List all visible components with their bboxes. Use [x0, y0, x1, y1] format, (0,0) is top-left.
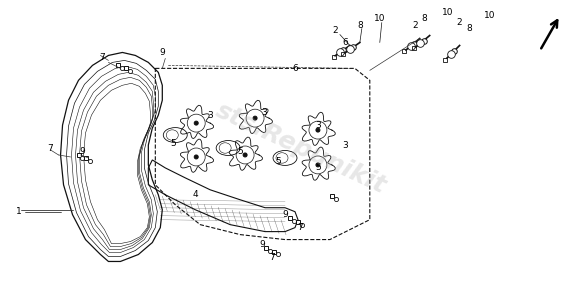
Text: 5: 5: [237, 147, 243, 157]
Text: 8: 8: [357, 21, 363, 30]
Text: 10: 10: [484, 11, 495, 20]
Circle shape: [194, 121, 198, 125]
Text: 9: 9: [282, 210, 288, 219]
Text: 9: 9: [80, 147, 86, 157]
Circle shape: [316, 163, 320, 167]
Text: 6: 6: [342, 38, 348, 47]
Text: 2: 2: [412, 21, 417, 30]
Circle shape: [194, 155, 198, 159]
Text: 3: 3: [315, 120, 321, 130]
Text: 1: 1: [16, 207, 21, 216]
Text: 7: 7: [48, 144, 53, 152]
Text: 6: 6: [292, 64, 298, 73]
Text: 9: 9: [160, 48, 165, 57]
Text: 10: 10: [442, 8, 453, 17]
Text: sts.Repunikit: sts.Repunikit: [212, 98, 390, 198]
Text: 5: 5: [315, 163, 321, 172]
Circle shape: [316, 128, 320, 132]
Circle shape: [253, 116, 257, 120]
Text: 9: 9: [259, 240, 265, 249]
Text: 2: 2: [332, 26, 338, 35]
Text: 3: 3: [208, 111, 213, 120]
Text: 7: 7: [99, 53, 105, 62]
Text: 7: 7: [297, 223, 303, 232]
Text: 2: 2: [457, 18, 462, 27]
Text: 3: 3: [342, 141, 348, 149]
Circle shape: [243, 153, 247, 157]
Text: 8: 8: [422, 14, 428, 23]
Text: 3: 3: [261, 108, 267, 117]
Text: 8: 8: [466, 24, 472, 33]
Text: 10: 10: [374, 14, 386, 23]
Text: 4: 4: [192, 190, 198, 199]
Text: 7: 7: [269, 253, 275, 262]
Text: 5: 5: [171, 139, 176, 147]
Text: 5: 5: [275, 157, 281, 166]
